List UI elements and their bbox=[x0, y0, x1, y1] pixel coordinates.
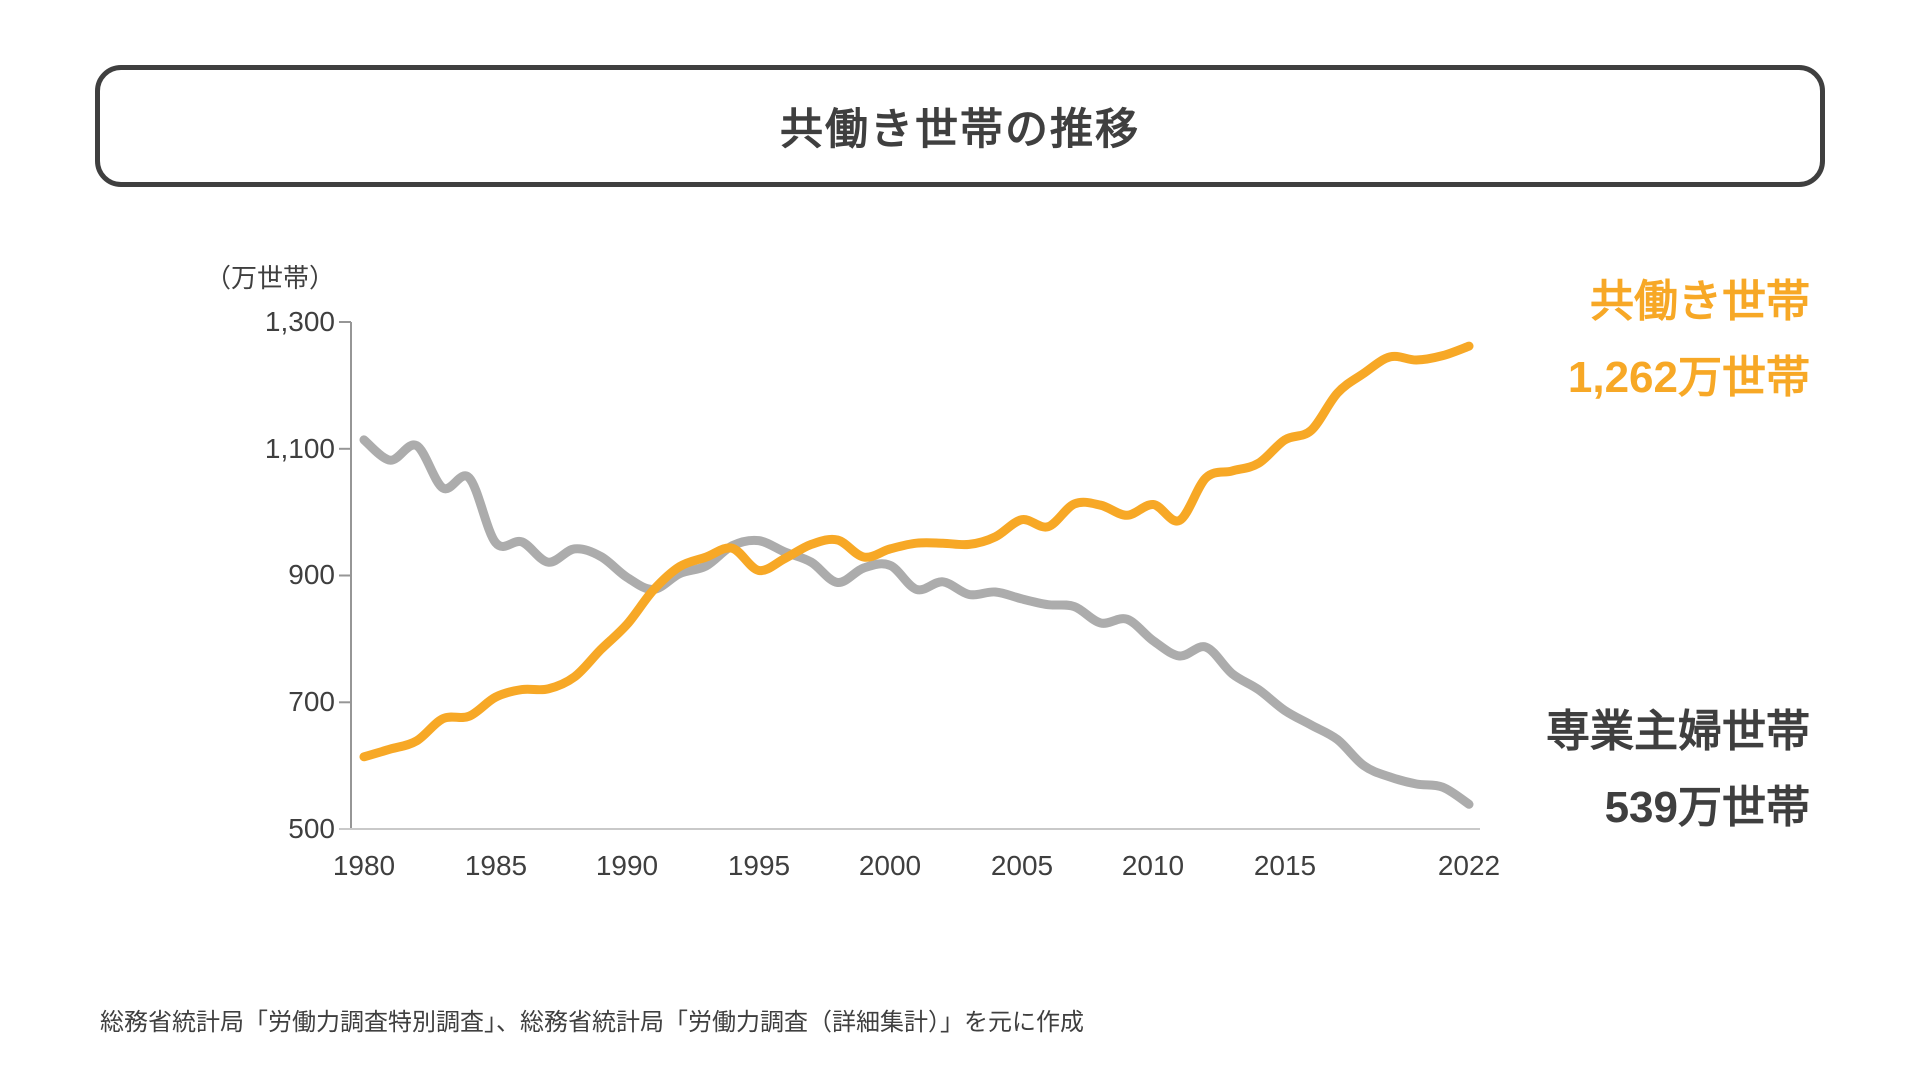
y-axis-unit-label: （万世帯） bbox=[205, 263, 336, 293]
y-tick-label: 1,100 bbox=[264, 433, 335, 464]
y-tick-label: 500 bbox=[288, 813, 335, 844]
legend-housewife: 専業主婦世帯 539万世帯 bbox=[1546, 694, 1810, 846]
y-tick-label: 1,300 bbox=[264, 306, 335, 337]
x-tick-label: 1980 bbox=[332, 850, 396, 881]
x-tick-label: 2000 bbox=[858, 850, 922, 881]
y-tick-label: 700 bbox=[288, 686, 335, 717]
title-box: 共働き世帯の推移 bbox=[95, 65, 1825, 187]
legend-dual-income-label: 共働き世帯 bbox=[1590, 277, 1810, 326]
x-tick-label: 2015 bbox=[1253, 850, 1317, 881]
x-tick-label: 1985 bbox=[464, 850, 528, 881]
x-tick-label: 2005 bbox=[990, 850, 1054, 881]
y-tick-label: 900 bbox=[288, 559, 335, 590]
x-tick-label: 1995 bbox=[727, 850, 791, 881]
legend-dual-income: 共働き世帯 1,262万世帯 bbox=[1568, 264, 1810, 416]
series-line bbox=[359, 341, 1474, 762]
series-line bbox=[359, 435, 1474, 809]
x-tick-label: 2010 bbox=[1121, 850, 1185, 881]
legend-housewife-value: 539万世帯 bbox=[1604, 783, 1810, 832]
source-note: 総務省統計局「労働力調査特別調査」、総務省統計局「労働力調査（詳細集計）」を元に… bbox=[100, 1009, 1084, 1036]
x-tick-label: 1990 bbox=[595, 850, 659, 881]
legend-housewife-label: 専業主婦世帯 bbox=[1546, 707, 1810, 756]
chart-title: 共働き世帯の推移 bbox=[780, 106, 1140, 154]
x-tick-label: 2022 bbox=[1437, 850, 1501, 881]
legend-dual-income-value: 1,262万世帯 bbox=[1567, 353, 1810, 402]
